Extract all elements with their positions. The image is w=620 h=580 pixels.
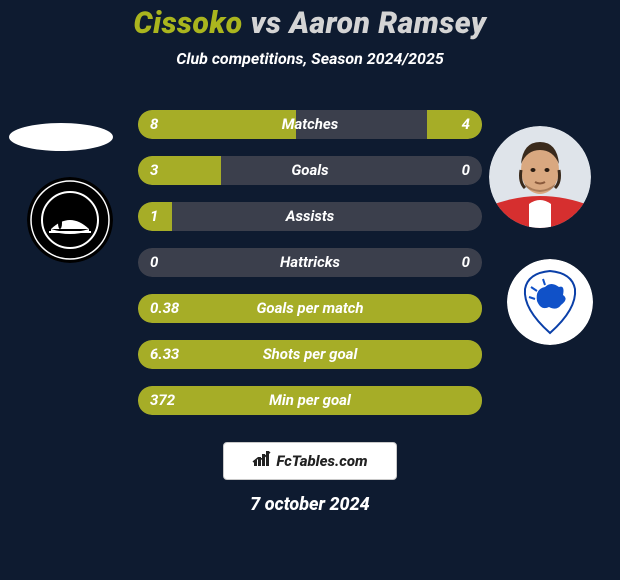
cardiff-crest-icon [507,259,593,345]
stat-label: Hattricks [138,248,482,277]
club-right-crest [507,259,593,345]
stat-label: Matches [138,110,482,139]
logo-text: FcTables.com [276,452,367,470]
stat-label: Shots per goal [138,340,482,369]
player-right-name: Aaron Ramsey [289,6,486,41]
stat-label: Goals [138,156,482,185]
stat-label: Assists [138,202,482,231]
plymouth-crest-icon [27,177,113,263]
player-photo-icon [489,126,591,228]
vs-connector: vs [243,6,290,41]
stat-row: 372 Min per goal [138,386,482,415]
chart-rising-icon [252,450,272,472]
player-left-avatar [8,122,114,152]
stat-row: 0 Hattricks 0 [138,248,482,277]
subtitle: Club competitions, Season 2024/2025 [0,49,620,68]
stat-row: 6.33 Shots per goal [138,340,482,369]
stat-label: Goals per match [138,294,482,323]
player-left-name: Cissoko [134,6,243,41]
club-left-crest [27,177,113,263]
stat-rows: 8 Matches 4 3 Goals 0 1 Assists 0 Hattri… [138,110,482,432]
stat-row: 1 Assists [138,202,482,231]
stat-right-value: 4 [462,110,470,139]
stat-row: 3 Goals 0 [138,156,482,185]
player-right-avatar [489,126,591,228]
stat-row: 8 Matches 4 [138,110,482,139]
date-text: 7 october 2024 [0,494,620,515]
stat-right-value: 0 [462,248,470,277]
stat-right-value: 0 [462,156,470,185]
page-title: Cissoko vs Aaron Ramsey [0,0,620,41]
fctables-logo[interactable]: FcTables.com [223,442,397,480]
stat-row: 0.38 Goals per match [138,294,482,323]
stat-label: Min per goal [138,386,482,415]
infographic: Cissoko vs Aaron Ramsey Club competition… [0,0,620,580]
